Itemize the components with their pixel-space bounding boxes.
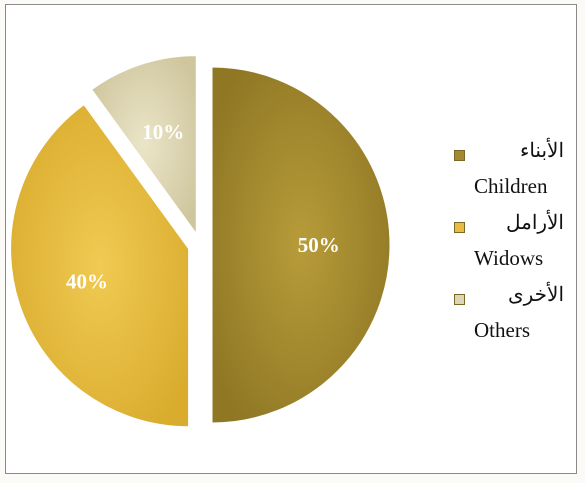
legend-swatch-widows (454, 222, 465, 233)
legend: الأبناء Children الأرامل Widows الأخرى O… (454, 138, 574, 354)
legend-item-others: الأخرى Others (454, 282, 574, 354)
legend-swatch-children (454, 150, 465, 161)
slice-others (90, 55, 197, 236)
slice-widows (10, 104, 190, 428)
legend-label-english: Widows (474, 246, 544, 270)
slice-children-value-label: 50% (298, 233, 340, 257)
slice-widows-value-label: 40% (66, 270, 108, 294)
legend-label-arabic: الأخرى (507, 284, 564, 306)
legend-item-children: الأبناء Children (454, 138, 574, 210)
legend-label-english: Others (474, 318, 530, 342)
slice-others-value-label: 10% (142, 120, 184, 144)
slice-children (211, 66, 391, 424)
legend-swatch-others (454, 294, 465, 305)
legend-label-arabic: الأرامل (505, 212, 564, 234)
legend-label-english: Children (474, 174, 548, 198)
legend-item-widows: الأرامل Widows (454, 210, 574, 282)
legend-label-arabic: الأبناء (519, 140, 564, 162)
